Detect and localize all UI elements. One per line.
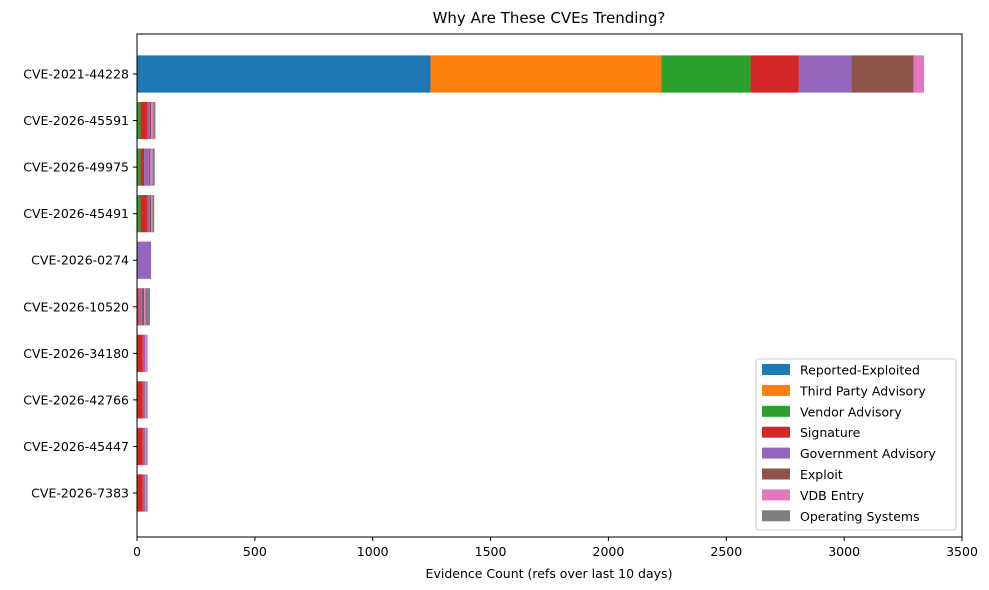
legend-label: Operating Systems: [800, 509, 920, 524]
bar-segment: [137, 101, 141, 140]
plot-frame: [136, 33, 963, 538]
bar-segment: [851, 55, 914, 93]
bar-segment: [145, 334, 148, 372]
x-tick-label: 2000: [593, 544, 625, 559]
legend-swatch: [762, 468, 790, 480]
x-tick-label: 1500: [475, 544, 507, 559]
y-tick-label: CVE-2026-34180: [23, 346, 129, 361]
legend-label: Exploit: [800, 467, 843, 482]
bar-segment: [149, 195, 152, 233]
legend-swatch: [762, 447, 790, 459]
bar-segment: [430, 55, 662, 93]
bar-segment: [913, 55, 925, 93]
bar-segment: [137, 381, 143, 419]
bar-segment: [661, 55, 751, 93]
bar-segment: [137, 334, 143, 372]
x-tick-label: 3500: [946, 544, 978, 559]
x-tick-label: 3000: [828, 544, 860, 559]
bar-segment: [137, 288, 139, 326]
legend: Reported-Exploited Third Party Advisory Ve…: [755, 358, 957, 531]
bar-segment: [140, 101, 148, 140]
y-tick-label: CVE-2026-45591: [23, 113, 129, 128]
legend-swatch: [762, 405, 790, 417]
bar-segment: [750, 55, 799, 93]
legend-swatch: [762, 384, 790, 396]
bar-segment: [142, 474, 146, 512]
bar-segment: [147, 195, 150, 233]
bar-segment: [137, 241, 152, 279]
bar-segment: [144, 148, 149, 186]
legend-swatch: [762, 364, 790, 375]
x-tick-label: 500: [243, 544, 267, 559]
legend-box: [755, 358, 957, 531]
bar-segment: [137, 55, 431, 93]
y-tick-label: CVE-2021-44228: [23, 67, 129, 82]
bar-segment: [137, 195, 141, 233]
x-axis: 0 500 1000 1500 2000 2500 3000 3500: [133, 537, 978, 559]
bars-layer: [137, 55, 925, 512]
bar-segment: [151, 101, 154, 140]
bar-segment: [140, 195, 148, 233]
bar-segment: [141, 288, 145, 326]
bar-segment: [146, 381, 148, 419]
bar-segment: [144, 288, 146, 326]
bar-segment: [140, 148, 145, 186]
bar-segment: [138, 288, 140, 326]
y-tick-label: CVE-2026-49975: [23, 160, 129, 175]
y-tick-label: CVE-2026-0274: [31, 253, 129, 268]
bar-segment: [145, 381, 147, 419]
bar-segment: [137, 474, 143, 512]
legend-label: Third Party Advisory: [799, 383, 926, 398]
bar-segment: [153, 101, 156, 140]
x-tick-label: 2500: [710, 544, 742, 559]
legend-label: Reported-Exploited: [800, 363, 920, 378]
chart-title: Why Are These CVEs Trending?: [433, 9, 666, 27]
bar-segment: [145, 288, 150, 326]
legend-swatch: [762, 426, 790, 438]
y-tick-label: CVE-2026-42766: [23, 392, 129, 407]
y-tick-label: CVE-2026-7383: [31, 486, 129, 501]
bar-segment: [142, 334, 146, 372]
bar-segment: [149, 101, 152, 140]
legend-swatch: [762, 510, 790, 522]
legend-label: Government Advisory: [800, 446, 936, 461]
legend-label: Signature: [800, 425, 861, 440]
bar-segment: [151, 195, 153, 233]
y-tick-label: CVE-2026-45491: [23, 206, 129, 221]
bar-segment: [145, 474, 147, 512]
y-axis: CVE-2021-44228 CVE-2026-45591 CVE-2026-499…: [23, 67, 137, 501]
bar-segment: [142, 381, 146, 419]
bar-segment: [147, 101, 150, 140]
bar-segment: [146, 474, 148, 512]
bar-segment: [152, 195, 155, 233]
legend-swatch: [762, 489, 790, 501]
bar-segment: [146, 427, 148, 466]
bar-segment: [149, 148, 153, 186]
x-tick-label: 0: [133, 544, 141, 559]
legend-label: VDB Entry: [800, 488, 865, 503]
x-axis-label: Evidence Count (refs over last 10 days): [426, 566, 673, 581]
bar-segment: [145, 427, 147, 466]
x-tick-label: 1000: [357, 544, 389, 559]
bar-segment: [142, 427, 146, 466]
bar-segment: [148, 148, 150, 186]
bar-segment: [139, 288, 142, 326]
bar-segment: [152, 148, 155, 186]
y-tick-label: CVE-2026-10520: [23, 299, 129, 314]
bar-segment: [798, 55, 852, 93]
legend-label: Vendor Advisory: [800, 404, 902, 419]
y-tick-label: CVE-2026-45447: [23, 439, 129, 454]
bar-segment: [137, 148, 141, 186]
bar-segment: [137, 427, 143, 466]
